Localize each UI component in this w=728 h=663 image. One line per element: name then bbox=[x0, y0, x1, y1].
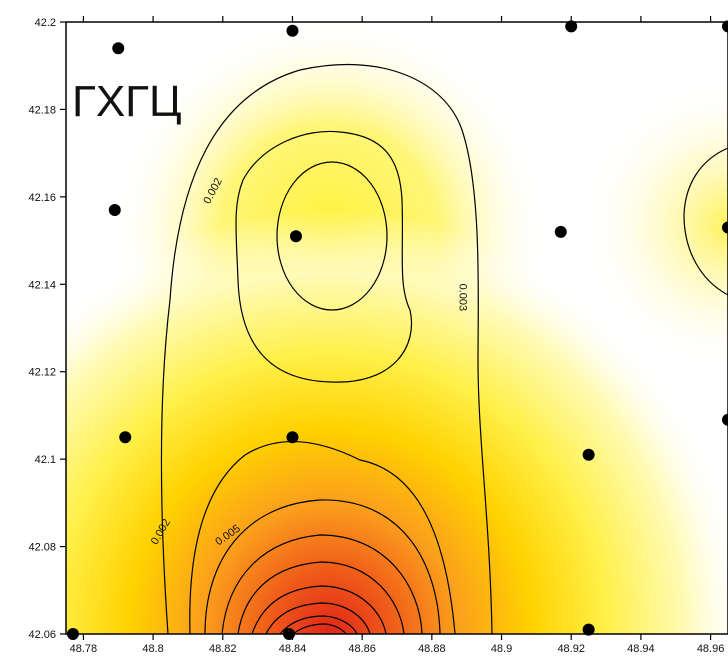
y-axis: 42.2 42.18 42.16 42.14 42.12 42.1 42.08 42.06 bbox=[28, 17, 66, 641]
contour-line-peak-top bbox=[276, 161, 388, 311]
x-tick-label-9: 48.96 bbox=[697, 643, 725, 655]
x-axis: 48.78 48.8 48.82 48.84 48.86 48.88 48.9 48.92 48… bbox=[70, 16, 725, 655]
y-tick-label-4: 42.12 bbox=[28, 367, 56, 379]
contour-line-bottom-4 bbox=[251, 585, 387, 634]
x-tick-label-6: 48.9 bbox=[491, 643, 512, 655]
x-tick-label-4: 48.86 bbox=[348, 643, 376, 655]
sample-point-3 bbox=[722, 20, 728, 33]
contour-line-bottom-5 bbox=[265, 602, 371, 634]
x-tick-label-7: 48.92 bbox=[557, 643, 585, 655]
chart-title: ГХГЦ bbox=[72, 77, 182, 126]
y-tick-label-6: 42.08 bbox=[28, 542, 56, 554]
x-tick-label-0: 48.78 bbox=[70, 643, 98, 655]
x-tick-label-3: 48.84 bbox=[279, 643, 307, 655]
sample-point-7 bbox=[722, 221, 728, 234]
contour-label-1: 0.003 bbox=[457, 284, 469, 312]
contour-line-outer bbox=[160, 63, 493, 634]
heatmap-fill bbox=[66, 22, 728, 634]
sample-point-12 bbox=[66, 628, 79, 640]
y-tick-label-0: 42.2 bbox=[35, 17, 56, 29]
y-tick-label-5: 42.1 bbox=[35, 454, 56, 466]
sample-point-1 bbox=[286, 24, 299, 37]
sample-point-2 bbox=[565, 20, 578, 33]
sample-point-9 bbox=[286, 431, 299, 444]
sample-point-5 bbox=[289, 230, 302, 243]
sample-points bbox=[66, 20, 728, 640]
x-tick-label-8: 48.94 bbox=[627, 643, 655, 655]
y-tick-label-7: 42.06 bbox=[28, 629, 56, 641]
contour-line-bottom-6 bbox=[279, 615, 358, 634]
contour-line-bottom-2 bbox=[221, 534, 423, 634]
y-tick-label-3: 42.14 bbox=[28, 279, 56, 291]
y-tick-label-2: 42.16 bbox=[28, 192, 56, 204]
sample-point-10 bbox=[582, 448, 595, 461]
x-tick-label-1: 48.8 bbox=[142, 643, 163, 655]
sample-point-6 bbox=[554, 225, 567, 238]
y-tick-label-1: 42.18 bbox=[28, 104, 56, 116]
sample-point-8 bbox=[119, 431, 132, 444]
plot-frame bbox=[65, 21, 728, 635]
x-tick-label-5: 48.88 bbox=[418, 643, 446, 655]
sample-point-0 bbox=[112, 42, 125, 55]
sample-point-13 bbox=[282, 628, 295, 640]
x-tick-label-2: 48.82 bbox=[209, 643, 237, 655]
contour-line-bottom-1 bbox=[204, 499, 441, 634]
contour-line-inner-top bbox=[235, 130, 413, 383]
contour-line-bottom-3 bbox=[237, 561, 405, 634]
contour-line-mid bbox=[189, 441, 456, 634]
contour-line-right bbox=[683, 147, 728, 296]
sample-point-14 bbox=[582, 623, 595, 636]
sample-point-4 bbox=[108, 203, 121, 216]
contour-lines bbox=[160, 63, 728, 634]
contour-line-bottom-7 bbox=[292, 623, 347, 634]
sample-point-11 bbox=[722, 413, 728, 426]
